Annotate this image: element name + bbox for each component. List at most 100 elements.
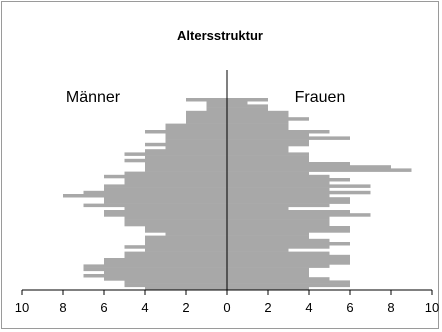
bar-women [227, 165, 391, 169]
bar-women [227, 152, 309, 156]
bar-women [227, 251, 330, 256]
bar-women [227, 206, 289, 211]
bar-men [124, 178, 227, 182]
bar-women [227, 133, 309, 137]
bar-men [165, 126, 227, 131]
bar-men [186, 110, 227, 115]
chart-title: Altersstruktur [177, 28, 263, 43]
bar-women [227, 181, 330, 185]
bar-women [227, 130, 330, 134]
bar-men [206, 104, 227, 108]
bar-men [145, 155, 227, 160]
bar-men [104, 184, 227, 188]
bar-men [83, 264, 227, 268]
bar-men [145, 229, 227, 233]
bar-women [227, 210, 350, 214]
bar-men [145, 286, 227, 291]
bar-men [104, 258, 227, 262]
bar-women [227, 155, 309, 160]
bar-women [227, 229, 350, 233]
bar-women [227, 232, 309, 236]
bar-men [104, 197, 227, 201]
bar-women [227, 261, 350, 265]
bar-men [104, 261, 227, 265]
women-bars [227, 98, 412, 291]
bar-women [227, 235, 309, 240]
bar-men [145, 242, 227, 246]
bar-men [145, 165, 227, 169]
bar-men [145, 168, 227, 172]
series-label-women: Frauen [295, 89, 346, 106]
bar-women [227, 162, 350, 166]
x-tick-label: 8 [387, 300, 394, 315]
bar-men [124, 181, 227, 185]
bar-women [227, 171, 309, 176]
bar-men [145, 130, 227, 134]
bar-women [227, 216, 330, 220]
x-tick-label: 2 [182, 300, 189, 315]
bar-men [124, 219, 227, 224]
bar-women [227, 110, 289, 115]
series-label-men: Männer [66, 89, 121, 106]
bar-women [227, 286, 309, 291]
bar-women [227, 142, 309, 147]
bar-women [227, 258, 350, 262]
bar-women [227, 280, 350, 284]
bar-men [124, 206, 227, 211]
bar-men [165, 146, 227, 150]
bar-men [165, 232, 227, 236]
bar-men [145, 142, 227, 147]
bar-men [104, 270, 227, 275]
bar-men [165, 123, 227, 128]
x-tick-label: 0 [223, 300, 230, 315]
bar-men [124, 283, 227, 288]
bar-men [124, 222, 227, 227]
bar-men [165, 136, 227, 140]
x-tick-label: 4 [141, 300, 148, 315]
bar-women [227, 194, 330, 198]
x-tick-label: 6 [100, 300, 107, 315]
bar-women [227, 146, 289, 150]
bar-women [227, 174, 330, 179]
bar-men [145, 235, 227, 240]
bar-men [124, 216, 227, 220]
bar-women [227, 136, 350, 140]
bar-men [145, 248, 227, 252]
bar-women [227, 187, 330, 192]
bar-men [104, 210, 227, 214]
bar-women [227, 114, 289, 118]
bar-women [227, 213, 371, 217]
x-tick-label: 8 [59, 300, 66, 315]
bar-women [227, 98, 268, 102]
bar-men [124, 152, 227, 156]
bar-women [227, 178, 350, 182]
bar-women [227, 168, 412, 172]
x-tick-label: 10 [425, 300, 439, 315]
bar-women [227, 226, 350, 230]
bar-women [227, 277, 330, 281]
bar-women [227, 158, 309, 163]
bar-women [227, 126, 289, 131]
bar-men [186, 120, 227, 124]
bar-women [227, 219, 330, 224]
bar-men [145, 162, 227, 166]
bar-men [165, 139, 227, 144]
bar-women [227, 267, 309, 272]
bar-men [124, 280, 227, 284]
bar-men [83, 274, 227, 278]
men-bars [63, 98, 227, 291]
bar-men [83, 203, 227, 208]
bar-women [227, 139, 309, 144]
bar-men [124, 158, 227, 163]
bar-men [83, 190, 227, 195]
bar-women [227, 149, 289, 153]
bar-men [104, 277, 227, 281]
bar-women [227, 222, 330, 227]
bar-men [206, 107, 227, 112]
bar-women [227, 197, 350, 201]
bar-women [227, 123, 289, 128]
bar-men [124, 171, 227, 176]
x-tick-label: 2 [264, 300, 271, 315]
x-axis-ticks: 10 8 6 4 2 0 2 4 6 8 10 [15, 290, 439, 315]
